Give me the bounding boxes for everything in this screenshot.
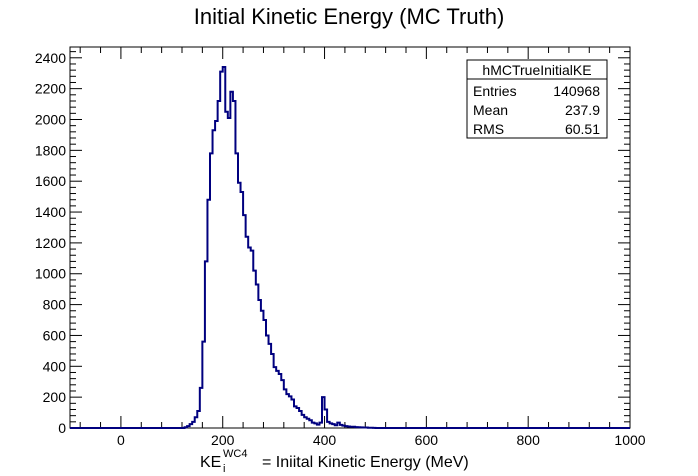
x-tick-label: 800 <box>517 432 541 448</box>
x-axis-label-text: = Iniital Kinetic Energy (MeV) <box>262 454 469 471</box>
y-tick-label: 1400 <box>35 204 66 220</box>
y-tick-label: 1600 <box>35 173 66 189</box>
x-axis-label-subscript: i <box>223 463 225 475</box>
y-tick-label: 2400 <box>35 50 66 66</box>
x-tick-label: 200 <box>211 432 235 448</box>
stats-box-name: hMCTrueInitialKE <box>482 62 591 78</box>
y-tick-label: 2000 <box>35 111 66 127</box>
stats-entries-value: 140968 <box>553 83 600 99</box>
stats-box: hMCTrueInitialKE Entries 140968 Mean 237… <box>466 59 608 139</box>
plot-frame <box>69 46 631 429</box>
y-tick-label: 2200 <box>35 81 66 97</box>
x-axis-label-base: KE <box>200 454 221 471</box>
y-tick-label: 400 <box>43 358 67 374</box>
x-axis-tick-labels: 0 200 400 600 800 1000 <box>117 432 646 448</box>
stats-entries-label: Entries <box>473 83 517 99</box>
y-tick-label: 0 <box>58 420 66 436</box>
x-axis-label: KE WC4 i = Iniital Kinetic Energy (MeV) <box>200 448 469 475</box>
y-tick-label: 1200 <box>35 235 66 251</box>
y-tick-label: 200 <box>43 389 67 405</box>
x-axis-label-superscript: WC4 <box>223 448 247 460</box>
y-axis-tick-labels: 0 200 400 600 800 1000 1200 1400 1600 1800 2000 220… <box>35 50 66 436</box>
y-tick-label: 600 <box>43 327 67 343</box>
stats-rms-value: 60.51 <box>565 121 600 137</box>
x-tick-label: 1000 <box>614 432 645 448</box>
x-tick-label: 400 <box>313 432 337 448</box>
chart-title: Initial Kinetic Energy (MC Truth) <box>194 4 505 29</box>
x-tick-label: 600 <box>415 432 439 448</box>
stats-mean-label: Mean <box>473 102 508 118</box>
y-tick-label: 800 <box>43 297 67 313</box>
x-axis-ticks <box>79 47 631 428</box>
y-axis-ticks <box>70 51 630 429</box>
x-tick-label: 0 <box>117 432 125 448</box>
histogram-series-line <box>70 66 630 429</box>
stats-box-frame <box>466 59 608 139</box>
y-tick-label: 1800 <box>35 142 66 158</box>
y-tick-label: 1000 <box>35 266 66 282</box>
stats-mean-value: 237.9 <box>565 102 600 118</box>
stats-rms-label: RMS <box>473 121 504 137</box>
